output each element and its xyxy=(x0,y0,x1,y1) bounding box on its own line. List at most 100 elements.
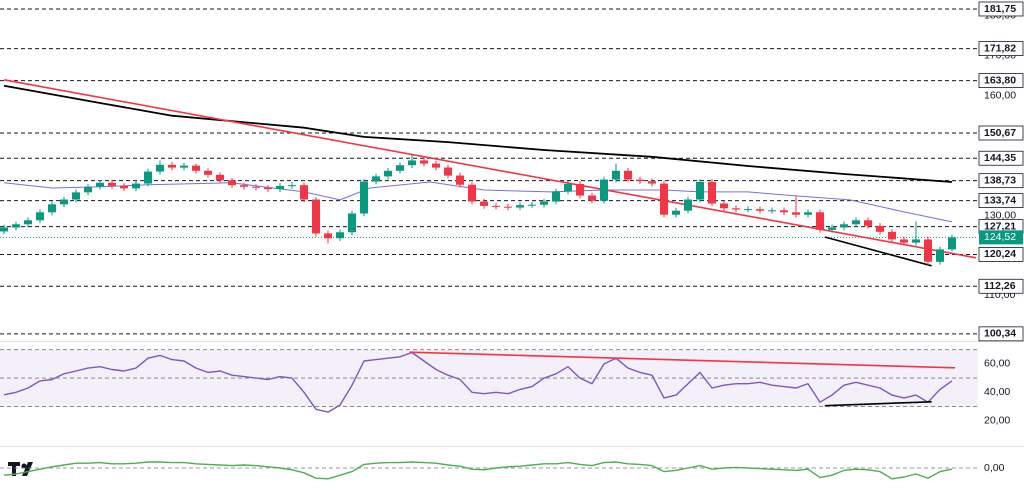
candle-body xyxy=(444,167,452,176)
last-price-label: 124,52 xyxy=(984,231,1016,243)
level-label: 120,24 xyxy=(984,248,1016,260)
candle-body xyxy=(552,191,560,202)
level-label-box xyxy=(978,125,1024,141)
last-price-box xyxy=(979,230,1023,245)
candle-body xyxy=(660,183,668,215)
candle-body xyxy=(132,183,140,189)
rsi-band xyxy=(0,349,978,407)
indicator-line xyxy=(3,351,953,413)
candle-body xyxy=(576,183,584,196)
candle-body xyxy=(0,227,8,232)
y-tick-label: 160,00 xyxy=(984,90,1016,102)
candle-body xyxy=(480,201,488,206)
candle-body xyxy=(432,163,440,168)
level-label-box xyxy=(978,247,1024,262)
trendline xyxy=(409,351,956,369)
candle-body xyxy=(336,232,344,239)
candle-body xyxy=(408,160,416,166)
candle-body xyxy=(732,208,740,210)
candle-body xyxy=(636,179,644,182)
candle-body xyxy=(648,181,656,184)
level-label-box xyxy=(978,150,1024,166)
level-label-box xyxy=(978,193,1024,208)
candle-body xyxy=(456,175,464,185)
candle-body xyxy=(60,199,68,205)
candle-body xyxy=(936,249,944,262)
level-label: 144,35 xyxy=(984,152,1016,164)
candle-body xyxy=(252,186,260,188)
level-label: 163,80 xyxy=(984,74,1016,86)
candle-body xyxy=(696,181,704,200)
y-tick-label: 40,00 xyxy=(984,386,1010,398)
candle-body xyxy=(288,185,296,187)
candle-body xyxy=(564,183,572,192)
level-label-box xyxy=(978,1,1024,17)
level-label: 133,74 xyxy=(984,194,1016,206)
trendline xyxy=(824,401,932,407)
candle-body xyxy=(324,233,332,239)
indicator-line xyxy=(3,461,953,480)
level-label-box xyxy=(978,326,1024,342)
candle-body xyxy=(312,199,320,234)
y-tick-label: 20,00 xyxy=(984,414,1010,426)
candle-body xyxy=(624,170,632,180)
candle-body xyxy=(516,205,524,208)
candle-body xyxy=(156,164,164,172)
candle-body xyxy=(276,185,284,190)
candle-body xyxy=(756,209,764,211)
candle-body xyxy=(228,180,236,186)
y-tick-label: 0,00 xyxy=(984,462,1005,474)
candle-body xyxy=(708,181,716,204)
candle-body xyxy=(120,185,128,189)
candle-body xyxy=(840,224,848,228)
candle-body xyxy=(300,185,308,200)
candle-body xyxy=(612,170,620,180)
level-label: 181,75 xyxy=(984,3,1016,15)
candle-body xyxy=(108,182,116,186)
candle-body xyxy=(348,213,356,233)
candle-body xyxy=(468,184,476,202)
candle-body xyxy=(96,182,104,187)
candle-body xyxy=(72,192,80,200)
candle-body xyxy=(540,201,548,205)
candle-body xyxy=(780,210,788,213)
candle-body xyxy=(24,220,32,225)
candle-body xyxy=(420,160,428,164)
candle-body xyxy=(672,210,680,215)
moving-average-200 xyxy=(3,84,953,183)
candle-body xyxy=(768,210,776,212)
candle-body xyxy=(12,224,20,228)
candle-body xyxy=(84,186,92,193)
candle-body xyxy=(180,165,188,168)
candle-body xyxy=(504,206,512,208)
level-label: 138,73 xyxy=(984,174,1016,186)
candle-body xyxy=(492,205,500,207)
candle-body xyxy=(912,239,920,243)
level-label: 100,34 xyxy=(984,328,1016,340)
candle-body xyxy=(36,212,44,221)
candle-body xyxy=(600,179,608,201)
trendline xyxy=(3,79,977,259)
candle-body xyxy=(876,225,884,232)
level-label-box xyxy=(978,73,1024,89)
moving-average-50 xyxy=(3,181,953,223)
candle-body xyxy=(144,171,152,184)
candle-body xyxy=(360,181,368,214)
level-label: 171,82 xyxy=(984,42,1016,54)
candle-body xyxy=(240,185,248,187)
y-tick-label: 130,00 xyxy=(984,209,1016,221)
candle-body xyxy=(792,212,800,215)
candle-body xyxy=(216,174,224,181)
candle-body xyxy=(684,199,692,211)
candle-body xyxy=(396,165,404,171)
candle-body xyxy=(924,239,932,262)
candle-body xyxy=(528,204,536,206)
candle-body xyxy=(804,212,812,215)
candle-body xyxy=(168,164,176,168)
candle-body xyxy=(864,220,872,226)
candle-body xyxy=(204,170,212,175)
candle-body xyxy=(588,195,596,201)
candle-body xyxy=(720,203,728,209)
